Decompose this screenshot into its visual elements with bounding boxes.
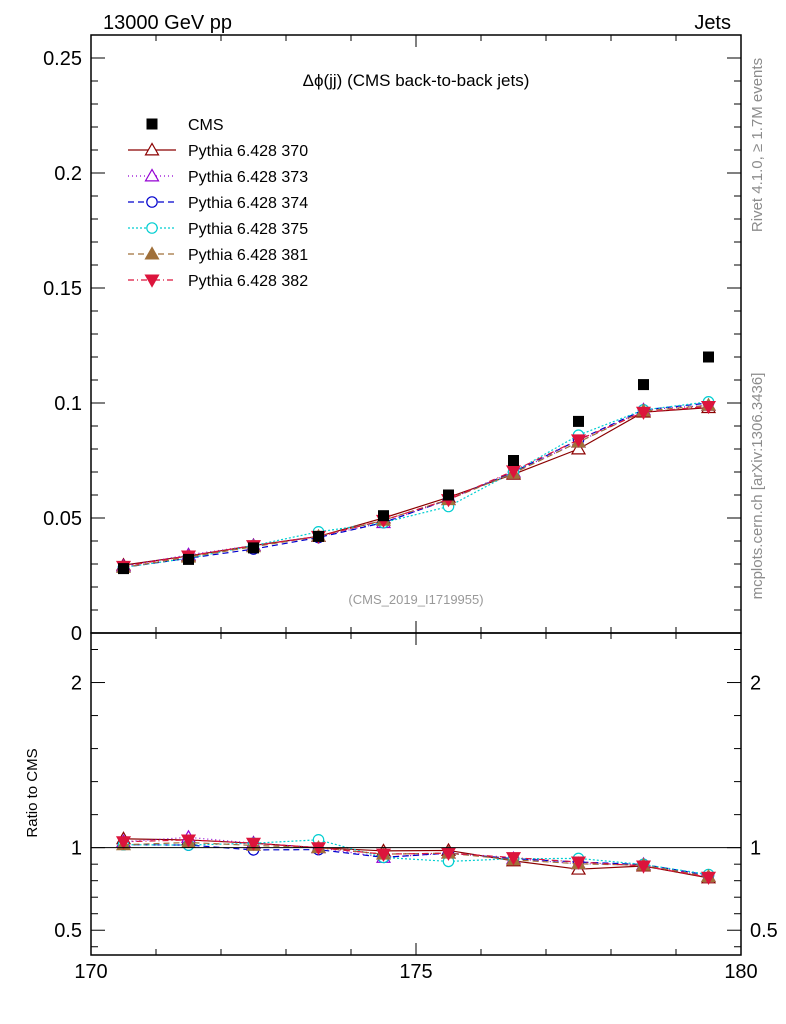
collision-label: 13000 GeV pp xyxy=(103,12,232,34)
y-tick-label: 0 xyxy=(71,623,82,645)
series-6-ratio-point xyxy=(310,842,327,856)
legend-series-5-label: Pythia 6.428 381 xyxy=(188,247,308,264)
legend-series-4-label: Pythia 6.428 375 xyxy=(188,221,308,238)
data-marks xyxy=(115,351,717,885)
y-tick-label: 0.05 xyxy=(43,508,82,530)
category-label: Jets xyxy=(694,12,731,34)
y-tick-label: 0.2 xyxy=(54,163,82,185)
series-4-line xyxy=(123,401,709,569)
legend-series-3-marker xyxy=(146,196,158,208)
series-6-ratio-point xyxy=(570,856,587,870)
y-tick-label: 0.1 xyxy=(54,393,82,415)
cms-data-point xyxy=(508,455,519,466)
x-tick-label: 180 xyxy=(724,961,757,983)
legend-series-1-marker xyxy=(144,142,160,156)
legend-series-2-marker xyxy=(144,168,160,182)
y-tick-label: 0.25 xyxy=(43,48,82,70)
cms-data-point xyxy=(703,351,714,363)
ratio-tick-label: 1 xyxy=(750,838,761,860)
rivet-version-label: Rivet 4.1.0, ≥ 1.7M events xyxy=(749,58,766,232)
legend-series-6-label: Pythia 6.428 382 xyxy=(188,273,308,290)
ratio-axis-label: Ratio to CMS xyxy=(24,748,41,837)
legend-series-1-label: Pythia 6.428 370 xyxy=(188,143,308,160)
cms-data-point xyxy=(573,415,584,427)
cms-data-point xyxy=(118,563,129,575)
ratio-tick-label: 0.5 xyxy=(54,920,82,942)
series-6-ratio-point xyxy=(440,847,457,861)
series-6-ratio-point xyxy=(635,860,652,874)
series-1-point xyxy=(570,441,587,455)
series-6-point xyxy=(700,400,717,415)
legend-cms-marker xyxy=(146,118,158,130)
series-6-ratio-point xyxy=(115,836,132,850)
x-tick-label: 175 xyxy=(399,961,432,983)
legend-series-5-marker xyxy=(144,246,160,260)
legend-series-3-label: Pythia 6.428 374 xyxy=(188,195,308,212)
cms-data-point xyxy=(638,379,649,391)
series-6-ratio-point xyxy=(505,852,522,866)
series-1-line xyxy=(123,407,709,566)
ratio-panel-frame xyxy=(90,632,742,956)
series-6-line xyxy=(123,405,709,567)
cms-data-point xyxy=(183,553,194,565)
ratio-tick-label: 2 xyxy=(750,673,761,695)
legend-series-4-marker xyxy=(146,222,158,234)
y-tick-label: 0.15 xyxy=(43,278,82,300)
legend-series-2-label: Pythia 6.428 373 xyxy=(188,169,308,186)
series-1-ratio-line xyxy=(123,838,709,879)
legend: CMS Pythia 6.428 370 Pythia 6.428 373 Pythi… xyxy=(128,117,308,290)
series-2-ratio-line xyxy=(123,836,709,878)
cms-data-point xyxy=(248,542,259,554)
analysis-label: (CMS_2019_I1719955) xyxy=(348,592,483,607)
series-2-line xyxy=(123,404,709,567)
legend-cms-label: CMS xyxy=(188,117,224,134)
series-6-point xyxy=(635,406,652,420)
series-6-ratio-line xyxy=(123,839,709,878)
x-tick-label: 170 xyxy=(74,961,107,983)
series-4-ratio-line xyxy=(123,839,709,876)
ratio-tick-label: 2 xyxy=(71,673,82,695)
mcplots-label: mcplots.cern.ch [arXiv:1306.3436] xyxy=(749,373,766,600)
ratio-tick-label: 1 xyxy=(71,838,82,860)
cms-data-point xyxy=(443,489,454,501)
series-5-line xyxy=(123,404,709,569)
cms-data-point xyxy=(313,530,324,542)
series-5-ratio-line xyxy=(123,841,709,878)
series-6-point xyxy=(570,434,587,448)
series-6-ratio-point xyxy=(375,848,392,862)
ratio-tick-label: 0.5 xyxy=(750,920,778,942)
series-6-ratio-point xyxy=(700,871,717,885)
series-3-line xyxy=(123,402,709,569)
series-6-ratio-point xyxy=(245,837,262,851)
cms-data-point xyxy=(378,510,389,522)
chart-title: Δϕ(jj) (CMS back-to-back jets) xyxy=(303,71,530,90)
series-6-ratio-point xyxy=(180,834,197,848)
legend-series-6-marker xyxy=(144,274,160,288)
series-3-ratio-line xyxy=(123,844,709,876)
